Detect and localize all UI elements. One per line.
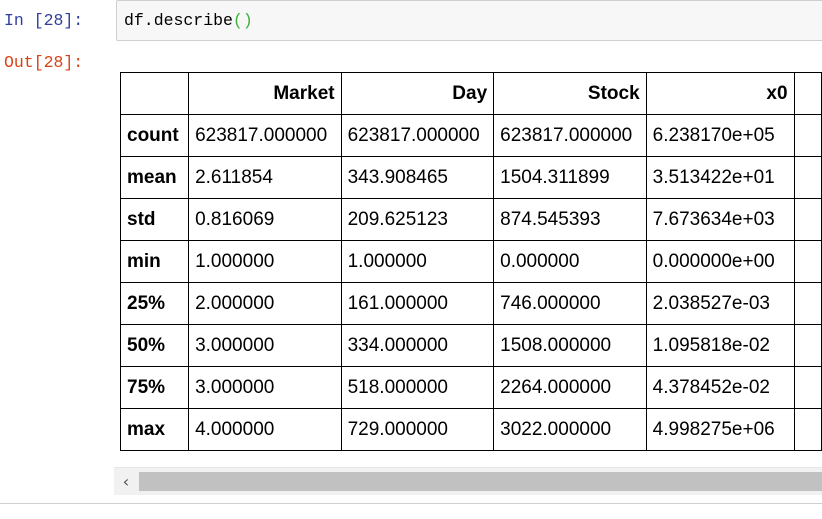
table-cell-overflow	[793, 324, 822, 367]
table-cell: 1.000000	[188, 240, 342, 283]
cell-divider	[0, 503, 822, 504]
table-cell: 1.000000	[340, 240, 495, 283]
row-label: std	[120, 198, 190, 241]
row-label: 75%	[120, 366, 190, 409]
table-cell: 209.625123	[340, 198, 495, 241]
table-cell: 6.238170e+05	[645, 114, 795, 157]
table-cell-overflow	[793, 282, 822, 325]
table-cell: 334.000000	[340, 324, 495, 367]
table-cell: 729.000000	[340, 408, 495, 451]
table-cell: 623817.000000	[340, 114, 495, 157]
table-cell-overflow	[793, 366, 822, 409]
horizontal-scrollbar[interactable]: ‹	[114, 467, 822, 495]
table-cell: 1504.311899	[493, 156, 647, 199]
table-cell: 623817.000000	[188, 114, 342, 157]
table-cell: 2.611854	[188, 156, 342, 199]
table-cell: 0.000000	[493, 240, 647, 283]
table-cell: 2.038527e-03	[645, 282, 795, 325]
column-header: Day	[340, 72, 495, 115]
table-cell: 3.000000	[188, 366, 342, 409]
table-cell: 518.000000	[340, 366, 495, 409]
row-label: mean	[120, 156, 190, 199]
table-cell: 746.000000	[493, 282, 647, 325]
table-cell: 343.908465	[340, 156, 495, 199]
code-input-area[interactable]: df.describe()	[116, 0, 822, 41]
scroll-left-arrow-icon[interactable]: ‹	[122, 472, 130, 491]
table-cell-overflow	[793, 408, 822, 451]
column-header: x0	[645, 72, 795, 115]
row-label: 25%	[120, 282, 190, 325]
table-cell: 4.998275e+06	[645, 408, 795, 451]
describe-table: Market Day Stock x0 count 623817.000000 62…	[120, 72, 822, 451]
table-cell: 2.000000	[188, 282, 342, 325]
table-cell: 3.000000	[188, 324, 342, 367]
table-cell: 0.000000e+00	[645, 240, 795, 283]
table-row: min 1.000000 1.000000 0.000000 0.000000e+00	[120, 240, 822, 283]
output-area: Market Day Stock x0 count 623817.000000 62…	[120, 72, 822, 461]
corner-header-cell	[120, 72, 190, 115]
code-line: df.describe()	[124, 11, 253, 30]
column-header-overflow	[793, 72, 822, 115]
table-cell: 0.816069	[188, 198, 342, 241]
code-text: df.describe	[124, 11, 233, 30]
table-cell: 1.095818e-02	[645, 324, 795, 367]
table-cell: 4.378452e-02	[645, 366, 795, 409]
table-cell: 623817.000000	[493, 114, 647, 157]
table-cell: 3022.000000	[493, 408, 647, 451]
table-cell-overflow	[793, 156, 822, 199]
table-cell-overflow	[793, 114, 822, 157]
table-cell: 2264.000000	[493, 366, 647, 409]
column-header: Stock	[493, 72, 647, 115]
table-row: 75% 3.000000 518.000000 2264.000000 4.378452…	[120, 366, 822, 409]
table-row: 50% 3.000000 334.000000 1508.000000 1.095818…	[120, 324, 822, 367]
table-cell: 4.000000	[188, 408, 342, 451]
table-row: 25% 2.000000 161.000000 746.000000 2.038527e…	[120, 282, 822, 325]
row-label: 50%	[120, 324, 190, 367]
table-cell: 3.513422e+01	[645, 156, 795, 199]
table-cell: 874.545393	[493, 198, 647, 241]
row-label: max	[120, 408, 190, 451]
input-prompt: In [28]:	[4, 11, 84, 30]
table-row: count 623817.000000 623817.000000 623817.00…	[120, 114, 822, 157]
table-header-row: Market Day Stock x0	[120, 72, 822, 115]
table-cell-overflow	[793, 198, 822, 241]
table-cell: 161.000000	[340, 282, 495, 325]
table-cell: 7.673634e+03	[645, 198, 795, 241]
row-label: min	[120, 240, 190, 283]
table-row: mean 2.611854 343.908465 1504.311899 3.51342…	[120, 156, 822, 199]
table-row: max 4.000000 729.000000 3022.000000 4.998275…	[120, 408, 822, 451]
column-header: Market	[188, 72, 342, 115]
table-cell-overflow	[793, 240, 822, 283]
row-label: count	[120, 114, 190, 157]
scrollbar-thumb[interactable]	[139, 472, 822, 491]
table-cell: 1508.000000	[493, 324, 647, 367]
table-row: std 0.816069 209.625123 874.545393 7.673634e…	[120, 198, 822, 241]
output-prompt: Out[28]:	[4, 53, 84, 72]
code-parens: ()	[232, 11, 253, 30]
